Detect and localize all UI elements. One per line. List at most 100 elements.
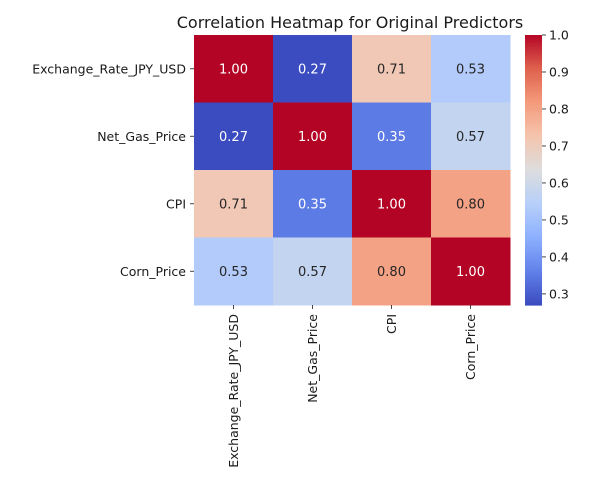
colorbar-segment — [525, 183, 542, 187]
colorbar-segment — [525, 228, 542, 232]
colorbar-segment — [525, 197, 542, 200]
colorbar-segment — [525, 192, 542, 196]
colorbar-segment — [525, 280, 542, 284]
colorbar-segment — [525, 57, 542, 61]
colorbar-segment — [525, 102, 542, 106]
colorbar-segment — [525, 147, 542, 151]
colorbar-tick-label: 0.9 — [549, 64, 569, 79]
colorbar-segment — [525, 41, 542, 45]
colorbar-segment — [525, 109, 542, 113]
colorbar-segment — [525, 233, 542, 236]
row-label: Corn_Price — [120, 264, 186, 279]
column-label: Exchange_Rate_JPY_USD — [226, 314, 241, 468]
colorbar-segment — [525, 298, 542, 302]
colorbar-segment — [525, 239, 542, 243]
colorbar-segment — [525, 242, 542, 245]
colorbar-segment — [525, 262, 542, 266]
heatmap-cell — [431, 102, 511, 171]
colorbar-segment — [525, 172, 542, 176]
colorbar-segment — [525, 48, 542, 52]
colorbar-segment — [525, 122, 542, 126]
colorbar-segment — [525, 86, 542, 90]
heatmap-cell — [194, 237, 274, 306]
column-label: Net_Gas_Price — [305, 314, 320, 403]
colorbar-segment — [525, 221, 542, 225]
heatmap-cell — [194, 170, 274, 238]
heatmap-cell — [431, 237, 511, 306]
colorbar-segment — [525, 215, 542, 218]
colorbar-segment — [525, 37, 542, 41]
colorbar-segment — [525, 46, 542, 50]
colorbar-segment — [525, 120, 542, 124]
colorbar-segment — [525, 93, 542, 97]
colorbar-tick-label: 0.5 — [549, 212, 569, 227]
colorbar-segment — [525, 181, 542, 185]
colorbar-segment — [525, 113, 542, 117]
colorbar-segment — [525, 84, 542, 88]
colorbar-segment — [525, 75, 542, 79]
colorbar-tick-label: 0.4 — [549, 249, 569, 264]
colorbar-segment — [525, 107, 542, 110]
colorbar-segment — [525, 82, 542, 86]
colorbar-segment — [525, 44, 542, 47]
colorbar-segment — [525, 235, 542, 239]
colorbar-segment — [525, 269, 542, 272]
colorbar-segment — [525, 278, 542, 281]
heatmap-cell — [431, 170, 511, 238]
cell-value-label: 1.00 — [377, 197, 406, 212]
colorbar-segment — [525, 257, 542, 261]
colorbar-segment — [525, 118, 542, 122]
heatmap-cell — [352, 102, 432, 171]
colorbar-segment — [525, 289, 542, 293]
colorbar-segment — [525, 161, 542, 164]
colorbar-segment — [525, 111, 542, 115]
colorbar-segment — [525, 129, 542, 133]
colorbar-segment — [525, 73, 542, 77]
heatmap-grid: 1.00 0.27 0.71 0.53 0.27 1.00 0.35 0.57 0.71 0.35… — [194, 35, 511, 306]
cell-value-label: 1.00 — [456, 265, 485, 280]
heatmap-cell — [273, 35, 353, 103]
colorbar-segment — [525, 134, 542, 137]
cell-value-label: 1.00 — [219, 62, 248, 77]
colorbar-segment — [525, 287, 542, 290]
colorbar-segment — [525, 152, 542, 155]
heatmap-cell — [352, 237, 432, 306]
colorbar-segment — [525, 138, 542, 142]
heatmap-cell — [194, 35, 274, 103]
heatmap-cell — [273, 102, 353, 171]
colorbar-segment — [525, 116, 542, 119]
cell-value-label: 0.80 — [377, 265, 406, 280]
colorbar-segment — [525, 251, 542, 254]
cell-value-label: 0.71 — [377, 62, 406, 77]
colorbar-segment — [525, 300, 542, 304]
colorbar-segment — [525, 163, 542, 167]
colorbar-segment — [525, 266, 542, 270]
row-label: Net_Gas_Price — [97, 129, 186, 144]
colorbar-segment — [525, 255, 542, 259]
cell-value-label: 1.00 — [298, 130, 327, 145]
colorbar-segment — [525, 190, 542, 194]
colorbar-segment — [525, 131, 542, 135]
colorbar-segment — [525, 55, 542, 59]
cell-value-label: 0.35 — [377, 130, 406, 145]
colorbar-segment — [525, 273, 542, 277]
colorbar-segment — [525, 39, 542, 43]
colorbar-segment — [525, 291, 542, 295]
colorbar-segment — [525, 136, 542, 140]
colorbar-tick-label: 0.3 — [549, 286, 569, 301]
colorbar-segment — [525, 217, 542, 221]
colorbar-segment — [525, 104, 542, 108]
colorbar-segment — [525, 35, 542, 38]
colorbar-segment — [525, 100, 542, 104]
colorbar-segment — [525, 179, 542, 182]
colorbar-segment — [525, 145, 542, 149]
cell-value-label: 0.53 — [219, 265, 248, 280]
colorbar-segment — [525, 170, 542, 173]
colorbar-segment — [525, 59, 542, 63]
cell-value-label: 0.53 — [456, 62, 485, 77]
colorbar-segment — [525, 53, 542, 56]
colorbar-segment — [525, 293, 542, 297]
colorbar-segment — [525, 271, 542, 275]
colorbar-segment — [525, 64, 542, 68]
cell-value-label: 0.71 — [219, 197, 248, 212]
